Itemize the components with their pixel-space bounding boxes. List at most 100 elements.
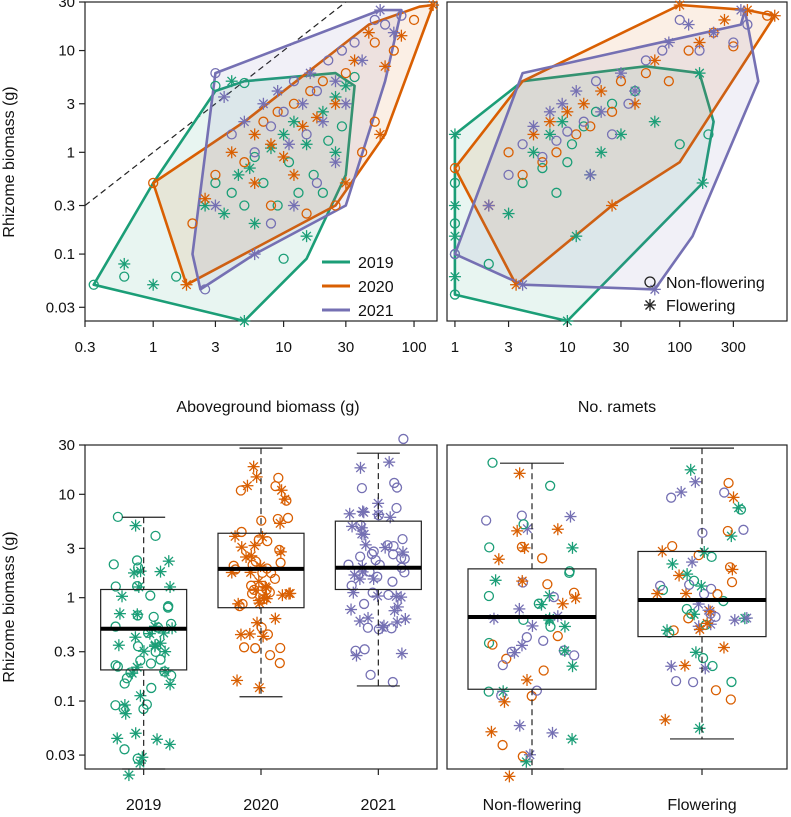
panel-a-point-2020-17 (329, 97, 342, 110)
panel-a-point-2019-28 (349, 71, 360, 83)
panel-c-point-2020-18 (256, 622, 267, 633)
panel-c-point-2020-58 (272, 513, 283, 525)
panel-a-point-2019-20 (293, 187, 304, 198)
panel-d-point-Flowering-15 (689, 646, 702, 659)
panel-a-point-2021-24 (369, 14, 380, 26)
panel-c-point-2020-68 (270, 480, 281, 492)
panel-c-point-2020-20 (238, 642, 250, 653)
panel-c-point-2019-65 (129, 727, 142, 740)
panel-b-point-2021-3 (516, 278, 529, 291)
panel-d-point-Non-flowering-62 (497, 659, 508, 671)
panel-c-point-2021-15 (383, 456, 396, 469)
panel-c-point-2020-39 (253, 681, 266, 694)
panel-c-point-2020-63 (235, 541, 248, 554)
panel-a-point-2021-23 (356, 54, 369, 67)
panel-c-point-2021-3 (395, 647, 408, 660)
panel-a-point-2020-11 (277, 150, 290, 163)
panel-a-one-to-one-line (85, 2, 347, 207)
panel-d-point-Non-flowering-64 (552, 630, 563, 642)
panel-a-xtick-label-3: 3 (211, 339, 219, 356)
panel-d-point-Non-flowering-22 (568, 587, 580, 598)
panel-c-point-2020-55 (243, 627, 256, 640)
panel-c-point-2020-66 (281, 495, 292, 506)
panel-d-point-Non-flowering-20 (496, 690, 507, 701)
panel-c-ytick-label-1: 1 (67, 590, 75, 607)
panel-a-point-2021-17 (316, 115, 329, 128)
panel-c-point-2019-18 (150, 530, 161, 542)
panel-c-point-2021-27 (350, 649, 363, 662)
panel-c-point-2019-68 (125, 667, 136, 678)
panel-a-xtick-label-30: 30 (337, 339, 354, 356)
panel-d-point-Non-flowering-27 (489, 574, 502, 587)
panel-b-xtick-label-1: 1 (451, 339, 459, 356)
panel-b-point-2019-18 (566, 139, 578, 150)
panel-c-point-2019-44 (131, 555, 143, 566)
panel-d-xtick-label-Non-flowering: Non-flowering (483, 797, 582, 814)
panel-d-point-Non-flowering-9 (535, 598, 548, 611)
panel-c-xtick-label-2021: 2021 (361, 797, 397, 814)
panel-a-ytick-label-30: 30 (58, 0, 75, 11)
panel-d-point-Flowering-67 (701, 617, 714, 630)
panel-b-point-2021-6 (537, 151, 548, 163)
panel-b-point-2021-11 (570, 85, 583, 98)
panel-c-point-2019-30 (110, 621, 121, 632)
panel-a-point-2019-12 (249, 151, 260, 163)
panel-a-point-2021-19 (329, 75, 342, 88)
panel-a-point-2020-19 (348, 54, 361, 67)
panel-b-point-2021-9 (556, 97, 569, 110)
panel-a-ytick-label-0.3: 0.3 (54, 198, 75, 215)
panel-d-point-Flowering-14 (687, 676, 699, 688)
panel-a-xtick-label-100: 100 (402, 339, 427, 356)
panel-b-point-2021-10 (562, 126, 573, 137)
panel-c-point-2020-69 (278, 493, 291, 506)
panel-c-point-2021-16 (372, 571, 383, 582)
panel-a-point-2020-2 (187, 218, 198, 229)
panel-c-point-2019-31 (154, 565, 167, 578)
panel-a-point-2020-26 (408, 14, 420, 26)
panel-c-point-2021-66 (391, 482, 403, 493)
legend-label-nonflowering: Non-flowering (666, 275, 765, 292)
panel-b-point-2021-28 (728, 37, 739, 48)
panel-b-point-2019-28 (674, 139, 685, 150)
panel-a-point-2019-25 (329, 90, 342, 103)
panel-b-xtick-label-100: 100 (667, 339, 692, 356)
panel-a-point-2019-23 (316, 105, 329, 118)
panel-b-point-2021-27 (707, 26, 720, 39)
panel-a-point-2021-21 (339, 97, 352, 110)
panel-a-point-2020-23 (379, 60, 392, 73)
panel-b-point-2021-0 (449, 248, 461, 260)
panel-d-point-Flowering-10 (725, 694, 736, 705)
panel-c-point-2019-17 (162, 555, 175, 568)
panel-d-point-Non-flowering-59 (523, 748, 536, 761)
panel-c-ylabel: Rhizome biomass (g) (1, 531, 18, 682)
panel-c-point-2021-31 (395, 591, 408, 604)
panel-c-point-2019-27 (113, 607, 126, 620)
panel-b-point-2021-13 (584, 168, 597, 181)
panel-d-point-Non-flowering-65 (513, 719, 526, 732)
panel-a-point-2019-10 (239, 200, 250, 211)
panel-d-point-Non-flowering-49 (513, 467, 526, 480)
panel-c-point-2019-11 (129, 631, 142, 644)
panel-c-point-2021-69 (348, 568, 361, 581)
panel-d-point-Flowering-54 (726, 676, 737, 688)
panel-c-point-2021-26 (346, 580, 357, 591)
panel-a-ytick-label-0.03: 0.03 (46, 299, 75, 316)
panel-a-point-2021-13 (296, 97, 309, 110)
panel-d-point-Flowering-48 (664, 627, 675, 639)
panel-a-ytick-label-3: 3 (67, 96, 75, 113)
panel-a-xtick-label-10: 10 (275, 339, 292, 356)
panel-c-point-2019-2 (145, 658, 157, 669)
panel-a-point-2021-4 (226, 129, 237, 140)
panel-b-point-2021-21 (648, 283, 661, 296)
panel-c-ytick-label-0.1: 0.1 (54, 693, 75, 710)
panel-b-point-2021-19 (629, 85, 642, 98)
panel-b-point-2019-1 (448, 270, 461, 283)
panel-c-point-2020-42 (248, 584, 260, 595)
panel-c-point-2020-57 (247, 460, 260, 473)
panel-c-point-2021-49 (388, 604, 401, 617)
panel-d-point-Flowering-18 (697, 652, 709, 664)
panel-c-point-2019-3 (163, 738, 176, 751)
panel-b-point-2020-6 (537, 157, 548, 168)
panel-d-point-Flowering-24 (706, 551, 717, 563)
